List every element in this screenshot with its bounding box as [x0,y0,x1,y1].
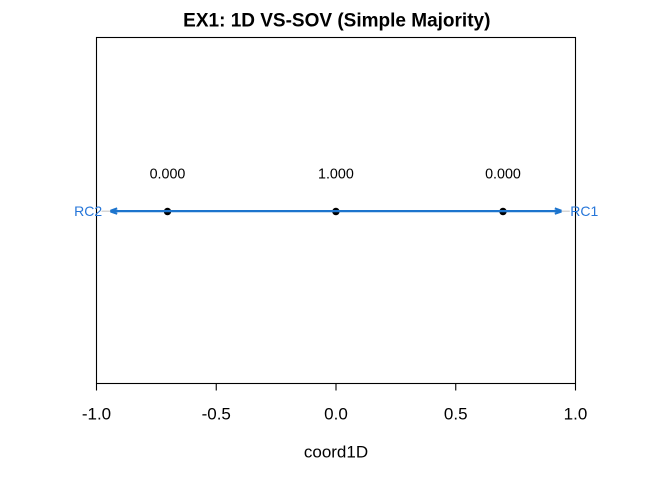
svg-text:RC1: RC1 [570,203,598,219]
svg-text:0.000: 0.000 [150,166,186,182]
svg-text:-0.5: -0.5 [202,405,231,424]
svg-text:1.000: 1.000 [318,166,354,182]
svg-text:RC2: RC2 [74,203,102,219]
svg-text:1.0: 1.0 [564,405,588,424]
svg-text:-1.0: -1.0 [82,405,111,424]
svg-text:coord1D: coord1D [304,442,368,461]
svg-text:0.5: 0.5 [444,405,468,424]
svg-text:0.0: 0.0 [324,405,348,424]
svg-text:0.000: 0.000 [485,166,521,182]
svg-text:EX1: 1D VS-SOV (Simple Majorit: EX1: 1D VS-SOV (Simple Majority) [183,11,490,32]
